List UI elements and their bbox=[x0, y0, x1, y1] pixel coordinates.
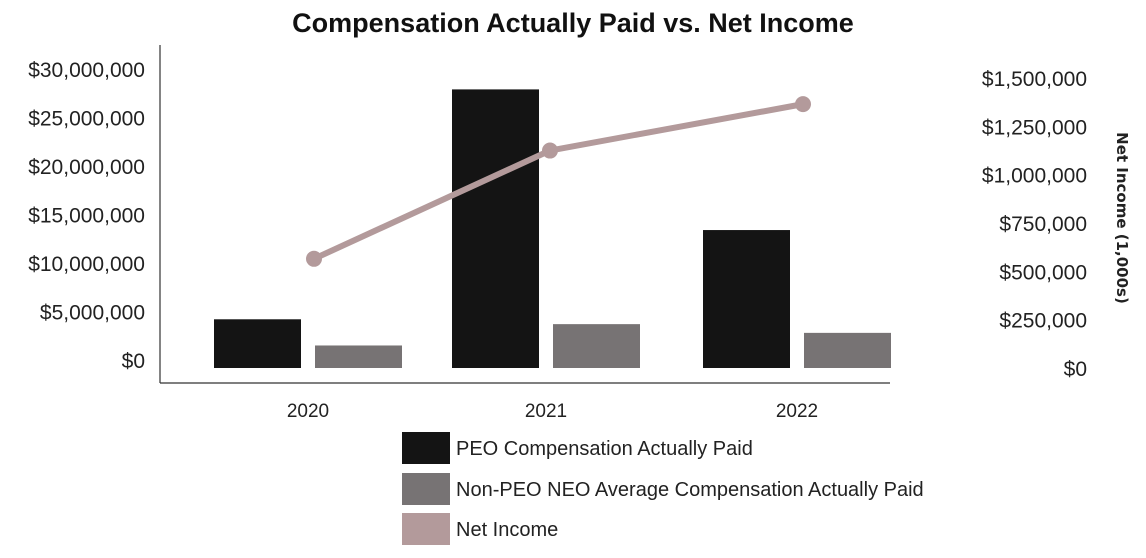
legend-swatch-non-peo-neo-average-compensation-actually-paid bbox=[402, 473, 450, 505]
right-tick-label: $500,000 bbox=[999, 261, 1087, 284]
bar-non-peo-neo-average-compensation-actually-paid-2020 bbox=[315, 345, 402, 368]
point-net-income-2022 bbox=[795, 96, 811, 113]
axes bbox=[159, 45, 890, 384]
legend-label-peo-compensation-actually-paid: PEO Compensation Actually Paid bbox=[456, 438, 753, 460]
legend-label-net-income: Net Income bbox=[456, 519, 558, 541]
point-net-income-2021 bbox=[542, 142, 558, 159]
left-axis-ticks: $0 $5,000,000 $10,000,000 $15,000,000 $20,00… bbox=[28, 59, 145, 373]
right-tick-label: $1,000,000 bbox=[982, 165, 1087, 188]
left-tick-label: $30,000,000 bbox=[28, 59, 145, 82]
right-axis-ticks: $0 $250,000 $500,000 $750,000 $1,000,000 $1,2… bbox=[982, 68, 1087, 381]
left-tick-label: $25,000,000 bbox=[28, 108, 145, 131]
x-tick-label: 2021 bbox=[525, 401, 567, 422]
legend: PEO Compensation Actually Paid Non-PEO NE… bbox=[402, 432, 924, 545]
category-labels: 2020 2021 2022 bbox=[287, 401, 818, 422]
bar-non-peo-neo-average-compensation-actually-paid-2022 bbox=[804, 332, 891, 368]
left-tick-label: $5,000,000 bbox=[40, 302, 145, 325]
right-tick-label: $250,000 bbox=[999, 310, 1087, 333]
x-tick-label: 2022 bbox=[776, 401, 818, 422]
legend-swatch-peo-compensation-actually-paid bbox=[402, 432, 450, 464]
left-tick-label: $20,000,000 bbox=[28, 156, 145, 179]
bar-peo-compensation-actually-paid-2021 bbox=[452, 89, 539, 369]
bars bbox=[214, 89, 891, 369]
right-tick-label: $0 bbox=[1064, 358, 1087, 381]
left-tick-label: $10,000,000 bbox=[28, 253, 145, 276]
right-tick-label: $1,250,000 bbox=[982, 116, 1087, 139]
right-axis-label: Net Income (1,000s) bbox=[1113, 132, 1131, 304]
left-tick-label: $0 bbox=[122, 350, 145, 373]
x-tick-label: 2020 bbox=[287, 401, 329, 422]
legend-swatch-net-income bbox=[402, 513, 450, 545]
left-tick-label: $15,000,000 bbox=[28, 205, 145, 228]
right-tick-label: $750,000 bbox=[999, 213, 1087, 236]
bar-peo-compensation-actually-paid-2022 bbox=[703, 230, 790, 368]
right-tick-label: $1,500,000 bbox=[982, 68, 1087, 91]
net-income-line bbox=[306, 96, 811, 267]
chart-title: Compensation Actually Paid vs. Net Incom… bbox=[292, 8, 854, 38]
legend-label-non-peo-neo-average-compensation-actually-paid: Non-PEO NEO Average Compensation Actuall… bbox=[456, 479, 924, 501]
bar-non-peo-neo-average-compensation-actually-paid-2021 bbox=[553, 324, 640, 368]
point-net-income-2020 bbox=[306, 250, 322, 267]
bar-peo-compensation-actually-paid-2020 bbox=[214, 319, 301, 368]
